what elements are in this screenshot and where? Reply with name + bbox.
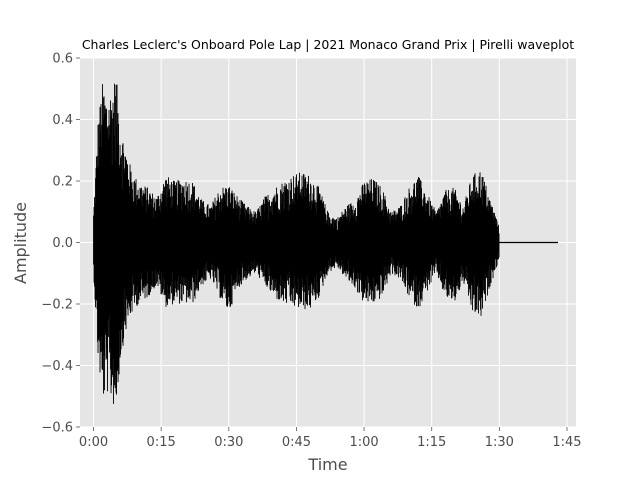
x-tick-label: 0:00 bbox=[79, 435, 108, 450]
x-axis-ticks: 0:00 0:15 0:30 0:45 1:00 1:15 1:30 1:45 bbox=[79, 427, 582, 450]
y-tick-label: −0.4 bbox=[41, 359, 73, 374]
y-axis-ticks: −0.6 −0.4 −0.2 0.0 0.2 0.4 0.6 bbox=[41, 52, 80, 436]
x-tick-label: 0:30 bbox=[214, 435, 243, 450]
y-tick-label: 0.0 bbox=[52, 236, 73, 251]
x-tick-label: 1:30 bbox=[485, 435, 514, 450]
x-tick-label: 0:45 bbox=[282, 435, 311, 450]
x-tick-label: 1:00 bbox=[349, 435, 378, 450]
x-axis-label: Time bbox=[307, 455, 347, 474]
y-tick-label: −0.6 bbox=[41, 421, 73, 436]
waveform-series bbox=[93, 83, 500, 404]
x-tick-label: 0:15 bbox=[147, 435, 176, 450]
x-tick-label: 1:45 bbox=[552, 435, 581, 450]
y-tick-label: 0.4 bbox=[52, 113, 73, 128]
y-tick-label: −0.2 bbox=[41, 298, 73, 313]
x-tick-label: 1:15 bbox=[417, 435, 446, 450]
y-axis-label: Amplitude bbox=[11, 202, 30, 284]
y-tick-label: 0.2 bbox=[52, 175, 73, 190]
chart-title: Charles Leclerc's Onboard Pole Lap | 202… bbox=[82, 37, 574, 52]
y-tick-label: 0.6 bbox=[52, 52, 73, 67]
